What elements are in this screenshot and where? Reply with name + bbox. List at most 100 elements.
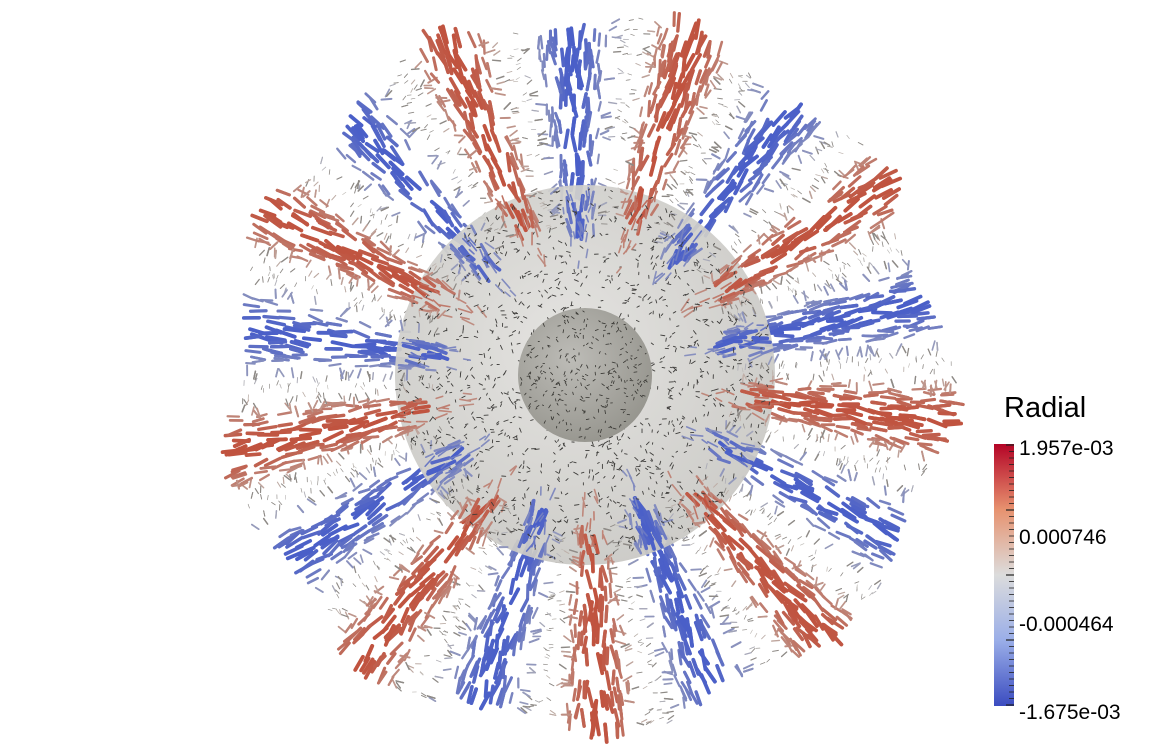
velocity-arrow <box>274 328 297 339</box>
velocity-arrow <box>385 257 403 266</box>
velocity-arrow <box>922 390 936 397</box>
velocity-arrow <box>639 106 644 118</box>
velocity-arrow <box>302 391 306 398</box>
velocity-arrow <box>838 396 856 401</box>
velocity-arrow <box>397 511 408 521</box>
velocity-arrow <box>284 402 291 410</box>
velocity-arrow <box>761 173 771 185</box>
velocity-arrow <box>375 123 387 141</box>
velocity-arrow <box>389 312 392 318</box>
velocity-arrow <box>613 548 619 553</box>
velocity-arrow <box>327 472 332 477</box>
velocity-arrow <box>726 151 737 163</box>
velocity-arrow <box>487 572 499 576</box>
velocity-arrow <box>843 279 848 291</box>
velocity-arrow <box>796 583 812 599</box>
velocity-arrow <box>754 633 758 638</box>
velocity-arrow <box>436 226 452 240</box>
velocity-arrow <box>878 168 898 180</box>
velocity-arrow <box>826 566 828 572</box>
velocity-arrow <box>711 121 716 126</box>
velocity-arrow <box>728 629 737 633</box>
velocity-arrow <box>802 309 822 316</box>
velocity-arrow <box>747 617 753 621</box>
velocity-arrow <box>709 583 716 587</box>
velocity-arrow <box>308 270 313 277</box>
velocity-arrow <box>633 633 639 637</box>
velocity-arrow <box>480 618 490 634</box>
velocity-arrow <box>882 331 899 339</box>
velocity-arrow <box>335 501 350 514</box>
velocity-arrow <box>284 441 306 452</box>
velocity-arrow <box>411 588 427 605</box>
velocity-arrow <box>749 208 759 214</box>
velocity-arrow <box>523 706 532 711</box>
velocity-arrow <box>416 536 422 542</box>
velocity-arrow <box>449 650 461 657</box>
velocity-arrow <box>620 137 626 141</box>
velocity-arrow <box>835 278 843 285</box>
velocity-arrow <box>453 616 459 618</box>
velocity-arrow <box>680 688 688 702</box>
velocity-arrow <box>789 136 803 149</box>
velocity-arrow <box>335 555 346 564</box>
velocity-arrow <box>656 26 661 37</box>
velocity-arrow <box>404 80 409 84</box>
velocity-arrow <box>829 631 844 647</box>
velocity-arrow <box>369 364 381 368</box>
velocity-arrow <box>490 156 503 174</box>
velocity-arrow <box>858 194 877 209</box>
velocity-arrow <box>399 275 419 286</box>
velocity-arrow <box>638 154 650 172</box>
velocity-arrow <box>362 195 369 200</box>
velocity-arrow <box>820 607 838 622</box>
velocity-arrow <box>327 524 348 537</box>
velocity-arrow <box>820 612 835 626</box>
velocity-arrow <box>741 154 759 169</box>
velocity-arrow <box>605 178 612 182</box>
velocity-arrow <box>424 625 433 629</box>
velocity-arrow <box>355 123 369 139</box>
velocity-arrow <box>350 142 362 158</box>
velocity-arrow <box>337 267 341 280</box>
velocity-arrow <box>413 404 431 411</box>
velocity-arrow <box>881 241 884 247</box>
velocity-arrow <box>379 361 396 366</box>
velocity-arrow <box>786 273 794 280</box>
velocity-arrow <box>670 648 674 661</box>
velocity-arrow <box>670 703 680 709</box>
velocity-arrow <box>668 598 676 617</box>
velocity-arrow <box>497 650 503 670</box>
velocity-arrow <box>770 246 790 259</box>
velocity-arrow <box>443 544 459 564</box>
velocity-arrow <box>395 680 405 684</box>
velocity-arrow <box>711 582 717 585</box>
velocity-arrow <box>445 50 460 70</box>
velocity-arrow <box>868 438 876 448</box>
velocity-arrow <box>746 128 756 143</box>
velocity-arrow <box>279 383 282 389</box>
velocity-arrow <box>874 239 880 246</box>
velocity-arrow <box>496 496 508 504</box>
velocity-arrow <box>694 69 702 86</box>
velocity-arrow <box>373 590 383 596</box>
velocity-arrow <box>385 235 390 244</box>
velocity-arrow <box>436 160 442 170</box>
velocity-arrow <box>400 542 404 546</box>
velocity-arrow <box>713 197 732 213</box>
velocity-arrow <box>274 249 277 260</box>
velocity-arrow <box>494 575 500 587</box>
velocity-arrow <box>447 649 453 656</box>
velocity-arrow <box>420 308 433 313</box>
velocity-arrow <box>417 92 424 97</box>
velocity-arrow <box>637 130 644 143</box>
velocity-arrow <box>350 471 355 478</box>
velocity-arrow <box>289 248 294 260</box>
velocity-arrow <box>417 220 427 234</box>
velocity-arrow <box>488 171 500 190</box>
velocity-arrow <box>608 25 618 32</box>
velocity-arrow <box>711 113 717 116</box>
velocity-arrow <box>278 468 293 472</box>
velocity-arrow <box>773 480 794 494</box>
